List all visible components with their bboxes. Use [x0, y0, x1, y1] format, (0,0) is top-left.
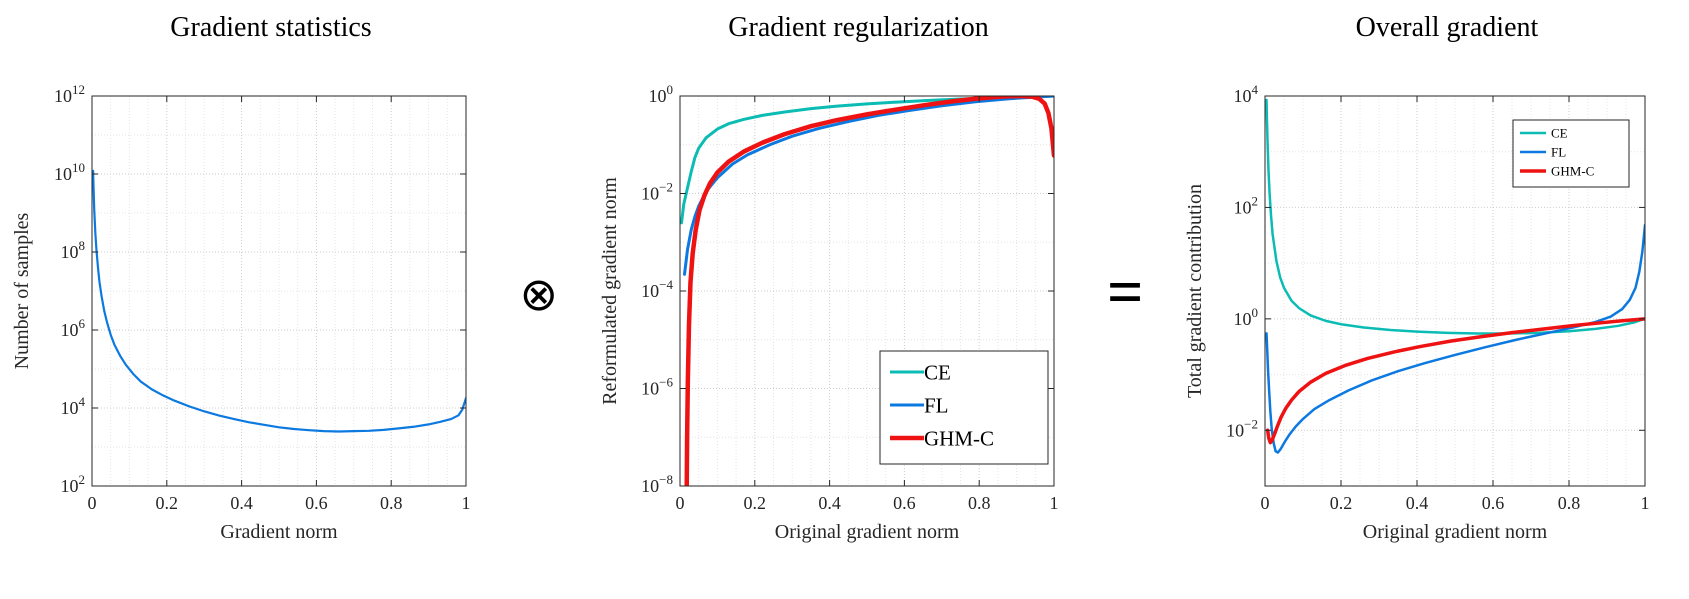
series-line-samples: [92, 169, 466, 433]
y-axis-label: Reformulated gradient norm: [599, 177, 621, 405]
legend-label-FL: FL: [1551, 145, 1566, 160]
x-tick-label: 0.6: [1482, 493, 1505, 513]
y-tick-label: 10−6: [641, 375, 673, 399]
y-tick-label: 100: [1233, 305, 1258, 329]
y-axis-label: Total gradient contribution: [1184, 184, 1206, 398]
y-tick-label: 100: [648, 82, 673, 106]
plot-box: [91, 95, 467, 487]
y-tick-label: 102: [1233, 193, 1258, 217]
y-tick-label: 102: [61, 472, 86, 496]
x-tick-label: 0.8: [380, 493, 403, 513]
panel-overall-gradient: Overall gradient 0 0.2 0.4 0.6 0.8 1 104 102 100…: [1181, 8, 1661, 554]
x-tick-label: 0.2: [1330, 493, 1353, 513]
x-tick-label: 0.8: [967, 493, 990, 513]
x-tick-label: 0.6: [893, 493, 916, 513]
legend-label-CE: CE: [924, 361, 951, 385]
x-tick-label: 0: [675, 493, 684, 513]
y-tick-label: 10−2: [1226, 416, 1258, 440]
legend: CE FL GHM-C: [879, 350, 1049, 465]
x-axis-label: Original gradient norm: [1363, 521, 1548, 543]
series-line-FL: [682, 96, 1054, 276]
axes: 0 0.2 0.4 0.6 0.8 1 102 104 106 108 1010 1012 Gradie…: [11, 82, 471, 543]
y-tick-label: 104: [1233, 82, 1258, 106]
chart-gradient-statistics: 0 0.2 0.4 0.6 0.8 1 102 104 106 108 1010 1012 Gradie…: [11, 82, 471, 543]
y-tick-label: 1012: [54, 82, 85, 106]
x-axis-label: Original gradient norm: [774, 521, 959, 543]
legend: CE FL GHM-C: [1512, 119, 1630, 188]
x-axis-label: Gradient norm: [220, 521, 338, 543]
legend-label-GHM-C: GHM-C: [924, 427, 994, 451]
panel-gradient-regularization: Gradient regularization 0 0.2 0.4 0.6 0.8 1 10…: [596, 8, 1070, 554]
otimes-operator-icon: ⊗: [519, 269, 559, 320]
series-group: [92, 169, 466, 433]
x-tick-label: 0.2: [743, 493, 766, 513]
x-tick-label: 0: [1260, 493, 1269, 513]
x-tick-label: 1: [462, 493, 471, 513]
x-tick-label: 0.4: [1406, 493, 1429, 513]
y-tick-label: 104: [61, 394, 86, 418]
legend-label-CE: CE: [1551, 126, 1568, 141]
chart-gradient-regularization: 0 0.2 0.4 0.6 0.8 1 100 10−2 10−4 10−6 10−8 Origina…: [599, 82, 1059, 543]
plot-box: [1264, 95, 1646, 487]
legend-label-GHM-C: GHM-C: [1551, 164, 1594, 179]
x-tick-label: 1: [1049, 493, 1058, 513]
y-tick-label: 10−4: [641, 277, 673, 301]
axes: 0 0.2 0.4 0.6 0.8 1 104 102 100 10−2 Original grad…: [1184, 82, 1650, 543]
x-tick-label: 0.8: [1558, 493, 1581, 513]
x-tick-label: 0.4: [230, 493, 253, 513]
y-tick-label: 106: [61, 316, 86, 340]
y-axis-label: Number of samples: [11, 212, 33, 369]
series-group: [1265, 98, 1645, 454]
y-tick-label: 1010: [54, 160, 85, 184]
series-line-CE: [679, 96, 1054, 225]
x-tick-label: 0: [88, 493, 97, 513]
chart-title-gradient-statistics: Gradient statistics: [170, 12, 372, 43]
axes: 0 0.2 0.4 0.6 0.8 1 100 10−2 10−4 10−6 10−8 Origina…: [599, 82, 1059, 543]
panel-gradient-statistics: Gradient statistics 0 0.2 0.4 0.6 0.8 1 102 104…: [8, 8, 482, 554]
x-tick-label: 0.4: [818, 493, 841, 513]
gridlines: [1264, 95, 1646, 487]
equals-operator-icon: =: [1107, 254, 1144, 329]
chart-title-gradient-regularization: Gradient regularization: [728, 12, 989, 43]
legend-label-FL: FL: [924, 394, 949, 418]
y-tick-label: 108: [61, 238, 86, 262]
series-line-GHM-C: [683, 96, 1054, 486]
x-tick-label: 0.2: [156, 493, 179, 513]
chart-title-overall-gradient: Overall gradient: [1355, 12, 1539, 43]
x-tick-label: 0.6: [305, 493, 328, 513]
series-line-GHM-C: [1265, 317, 1645, 445]
chart-overall-gradient: 0 0.2 0.4 0.6 0.8 1 104 102 100 10−2 Original grad…: [1184, 82, 1650, 543]
series-group: [679, 96, 1054, 486]
x-tick-label: 1: [1640, 493, 1649, 513]
y-tick-label: 10−2: [641, 180, 673, 204]
ghm-figure: Gradient statistics 0 0.2 0.4 0.6 0.8 1 102 104…: [8, 8, 1661, 554]
y-tick-label: 10−8: [641, 472, 673, 496]
